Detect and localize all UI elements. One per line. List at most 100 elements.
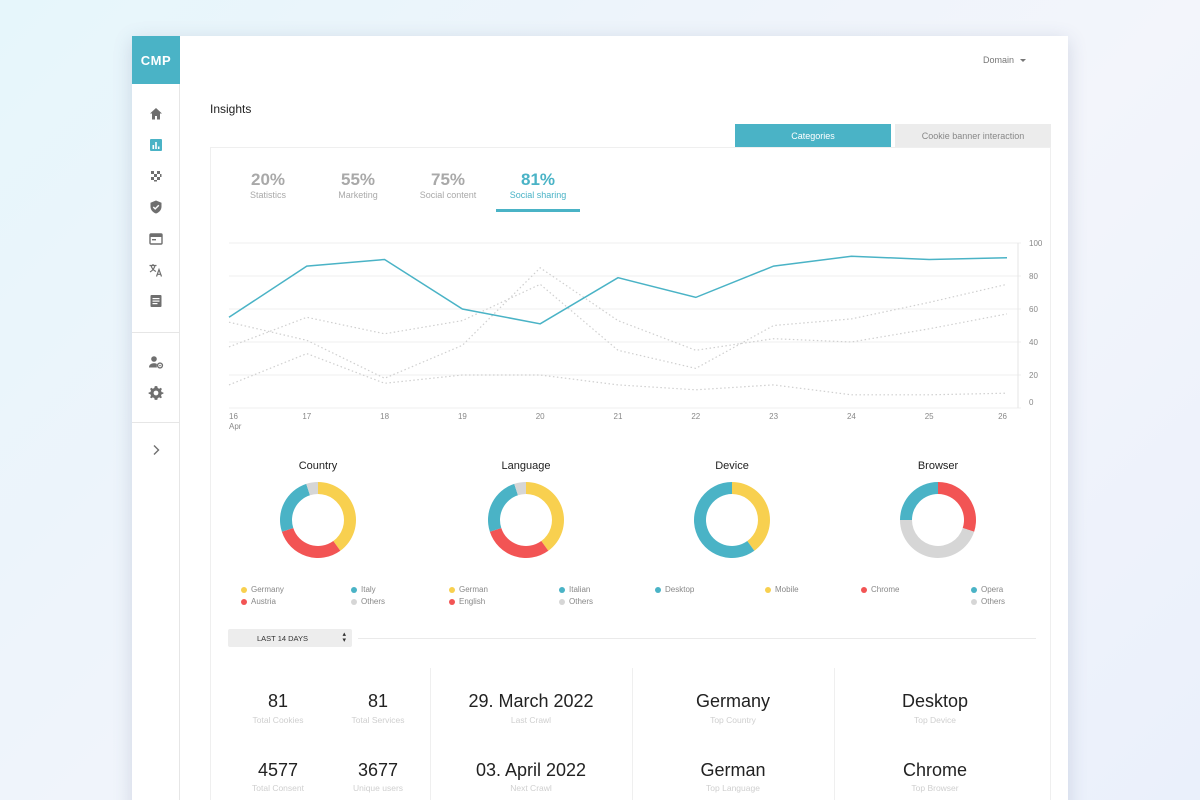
- checker-icon[interactable]: [148, 168, 164, 184]
- legend-item: German: [449, 585, 488, 594]
- donut-title: Language: [501, 460, 551, 472]
- legend-item: Italian: [559, 585, 590, 594]
- user-settings-icon[interactable]: [148, 354, 164, 370]
- tab-marketing[interactable]: 55% Marketing: [316, 170, 400, 200]
- legend-label: Mobile: [775, 585, 799, 594]
- chevron-right-icon[interactable]: [148, 442, 164, 458]
- legend-dot: [351, 598, 357, 605]
- kpi-total-cookies-label: Total Cookies: [252, 715, 304, 725]
- donut-slice-desktop: [694, 482, 755, 558]
- kpi-unique-users-value: 3677: [357, 760, 399, 780]
- date-range-select[interactable]: LAST 14 DAYS ▴ ▾: [228, 629, 352, 647]
- donut-title: Device: [715, 460, 749, 472]
- active-tab-indicator: [496, 209, 580, 212]
- y-tick-label: 60: [1029, 305, 1038, 314]
- legend-dot: [559, 586, 565, 593]
- kpi-top-browser-label: Top Browser: [911, 783, 959, 793]
- kpi-divider: [430, 668, 431, 800]
- kpi-top-device-label: Top Device: [913, 715, 957, 725]
- sidebar: CMP: [132, 36, 180, 800]
- domain-dropdown[interactable]: Domain: [983, 55, 1026, 65]
- donut-chart: [900, 482, 976, 558]
- tab-label: Social content: [419, 190, 477, 200]
- legend-dot: [449, 586, 455, 593]
- shield-icon[interactable]: [148, 199, 164, 215]
- app-logo[interactable]: CMP: [132, 36, 180, 84]
- browser-window-icon[interactable]: [148, 231, 164, 247]
- legend-item: Italy: [351, 585, 376, 594]
- donut-slice-opera: [900, 482, 938, 520]
- donut-device: Device Desktop Mobile: [637, 460, 827, 600]
- legend-item: Mobile: [765, 585, 799, 594]
- x-tick-label: 18: [380, 412, 389, 421]
- kpi-total-consent-value: 4577: [257, 760, 299, 780]
- bar-chart-icon[interactable]: [148, 137, 164, 153]
- series-line: [228, 267, 1008, 379]
- donut-title: Country: [298, 460, 338, 472]
- gear-icon[interactable]: [148, 385, 164, 401]
- kpi-top-country-label: Top Country: [710, 715, 756, 725]
- kpi-last-crawl-label: Last Crawl: [510, 715, 552, 725]
- legend-item: Germany: [241, 585, 284, 594]
- page-title: Insights: [210, 102, 252, 116]
- x-tick-label: 23: [769, 412, 778, 421]
- legend-item: Chrome: [861, 585, 899, 594]
- donut-chart: [280, 482, 356, 558]
- legend-label: German: [459, 585, 488, 594]
- kpi-total-cookies-value: 81: [267, 691, 289, 711]
- x-tick-label: 21: [614, 412, 623, 421]
- legend-label: Austria: [251, 597, 276, 606]
- y-tick-label: 100: [1029, 239, 1043, 248]
- legend-item: Others: [351, 597, 385, 606]
- x-tick-label: 22: [691, 412, 700, 421]
- kpi-total-consent-label: Total Consent: [252, 783, 304, 793]
- tab-label: Statistics: [249, 190, 286, 200]
- kpi-top-device-value: Desktop: [901, 691, 969, 711]
- sidebar-divider: [132, 332, 179, 333]
- tab-label: Social sharing: [509, 190, 567, 200]
- y-tick-label: 80: [1029, 272, 1038, 281]
- donut-title: Browser: [917, 460, 959, 472]
- x-tick-label: 20: [536, 412, 545, 421]
- donut-slice-others: [900, 520, 975, 558]
- categories-toggle[interactable]: Categories: [735, 124, 891, 147]
- donut-language: Language German Italian English Others: [431, 460, 621, 606]
- home-icon[interactable]: [148, 106, 164, 122]
- legend-dot: [351, 586, 357, 593]
- cookie-banner-toggle[interactable]: Cookie banner interaction: [895, 124, 1051, 147]
- legend-label: Others: [569, 597, 594, 606]
- kpi-total-services-label: Total Services: [351, 715, 405, 725]
- document-icon[interactable]: [148, 293, 164, 309]
- x-tick-sublabel: Apr: [229, 422, 242, 431]
- app-window: CMP: [132, 36, 1068, 800]
- donut-slice-german: [526, 482, 564, 551]
- y-tick-label: 0: [1029, 398, 1034, 407]
- legend-dot: [971, 586, 977, 593]
- translate-icon[interactable]: [148, 262, 164, 278]
- kpi-top-language-value: German: [700, 760, 766, 780]
- main-content: Domain Insights Categories Cookie banner…: [180, 36, 1068, 800]
- legend-label: English: [459, 597, 486, 606]
- legend-label: Chrome: [871, 585, 900, 594]
- caret-down-icon: [1020, 58, 1026, 62]
- legend-item: Opera: [971, 585, 1003, 594]
- donut-slice-italian: [488, 483, 518, 532]
- date-range-label: LAST 14 DAYS: [257, 633, 308, 643]
- tab-statistics[interactable]: 20% Statistics: [226, 170, 310, 200]
- kpi-total-services-value: 81: [367, 691, 389, 711]
- tab-value: 81%: [520, 170, 556, 189]
- y-tick-label: 20: [1029, 371, 1038, 380]
- legend-label: Desktop: [665, 585, 695, 594]
- kpi-top-language-label: Top Language: [706, 783, 760, 793]
- legend-label: Others: [361, 597, 386, 606]
- donut-slice-english: [489, 528, 549, 558]
- kpi-divider: [834, 668, 835, 800]
- domain-label: Domain: [982, 55, 1014, 65]
- legend-item: Austria: [241, 597, 276, 606]
- series-line-social-sharing: [228, 255, 1008, 325]
- donut-browser: Browser Chrome Opera Others: [843, 460, 1033, 606]
- tab-social-sharing[interactable]: 81% Social sharing: [496, 170, 580, 200]
- kpi-divider: [632, 668, 633, 800]
- tab-social-content[interactable]: 75% Social content: [406, 170, 490, 200]
- x-tick-label: 16: [229, 412, 238, 421]
